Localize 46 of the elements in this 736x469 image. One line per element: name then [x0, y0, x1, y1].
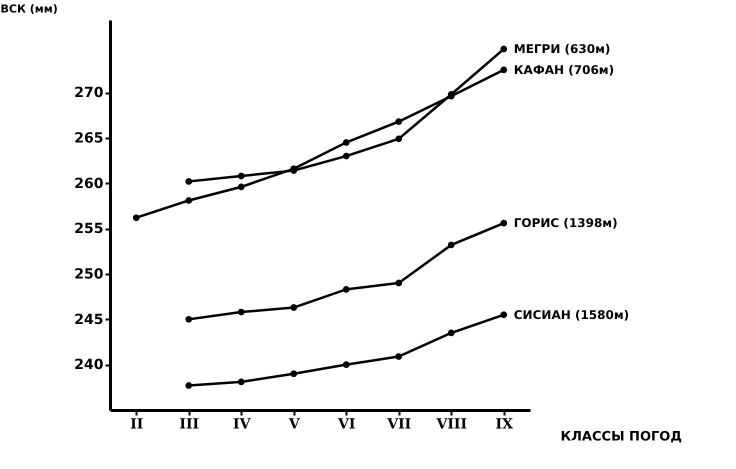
x-tick-label: V: [288, 416, 301, 432]
y-axis-title: ВСК (мм): [0, 2, 58, 16]
series-label: СИСИАН (1580м): [514, 308, 630, 322]
point: [448, 242, 455, 248]
series-label: МЕГРИ (630м): [514, 42, 610, 56]
x-tick-label: III: [179, 416, 200, 432]
x-tick-label: VI: [337, 416, 356, 432]
series-label: КАФАН (706м): [514, 62, 614, 77]
point: [395, 353, 402, 360]
y-tick-label: 260: [74, 176, 104, 192]
y-tick-label: 250: [74, 266, 104, 282]
point: [342, 361, 350, 368]
y-tick-label: 265: [74, 130, 104, 146]
point: [185, 197, 192, 204]
point: [342, 152, 350, 160]
point: [185, 382, 192, 389]
point: [395, 280, 402, 286]
y-tick-label: 270: [74, 85, 104, 102]
x-tick-label: VII: [386, 416, 412, 432]
x-axis-title: КЛАССЫ ПОГОД: [560, 430, 682, 444]
point: [238, 184, 245, 190]
x-tick-label: IV: [233, 416, 252, 432]
point: [342, 139, 350, 146]
series-label: ГОРИС (1398м): [514, 216, 618, 230]
point: [500, 66, 508, 74]
point: [500, 46, 508, 52]
point: [342, 286, 350, 293]
point: [290, 304, 298, 311]
point: [185, 316, 192, 323]
y-tick-label: 255: [74, 221, 104, 238]
point: [132, 214, 140, 222]
point: [238, 308, 245, 316]
point: [290, 370, 298, 378]
point: [500, 311, 508, 318]
point: [448, 330, 455, 336]
point: [395, 118, 402, 125]
point: [395, 135, 402, 142]
y-tick-label: 240: [74, 357, 104, 374]
x-tick-label: VIII: [435, 416, 468, 432]
point: [500, 220, 508, 227]
point: [185, 178, 192, 185]
x-tick-label: II: [130, 416, 144, 432]
y-tick-label: 245: [74, 312, 104, 328]
x-tick-label: IX: [496, 416, 514, 432]
point: [238, 172, 245, 180]
point: [238, 378, 245, 386]
